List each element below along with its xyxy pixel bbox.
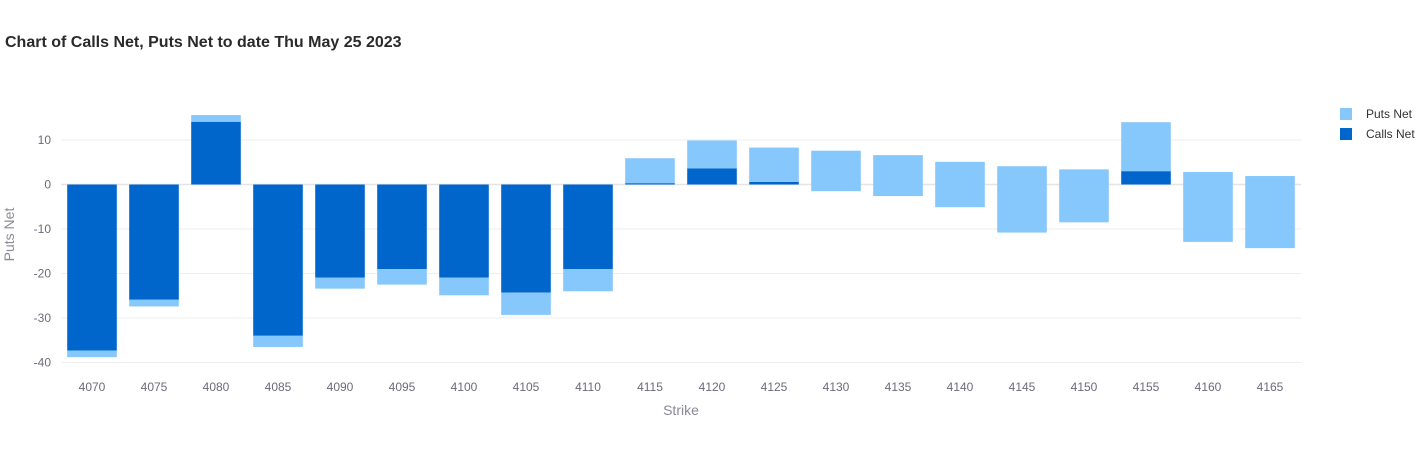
bar-puts-net[interactable]	[873, 184, 923, 197]
bars	[67, 115, 1295, 358]
bar-puts-net[interactable]	[439, 277, 489, 296]
x-tick-label: 4120	[699, 380, 726, 394]
y-axis-title: Puts Net	[1, 208, 17, 262]
bar-puts-net[interactable]	[67, 350, 117, 358]
x-tick-label: 4100	[451, 380, 478, 394]
legend-swatch	[1340, 108, 1352, 120]
bar-puts-net[interactable]	[1059, 169, 1109, 185]
x-tick-label: 4080	[203, 380, 230, 394]
y-tick-labels: 10 0 -10 -20 -30 -40	[34, 133, 52, 370]
bar-calls-net[interactable]	[1121, 171, 1171, 185]
bar-puts-net[interactable]	[315, 277, 365, 289]
bar-puts-net[interactable]	[1245, 176, 1295, 185]
bar-puts-net[interactable]	[1183, 184, 1233, 242]
x-axis-title: Strike	[663, 402, 699, 418]
bar-calls-net[interactable]	[377, 184, 427, 270]
legend-label: Puts Net	[1366, 107, 1413, 121]
x-tick-label: 4135	[885, 380, 912, 394]
y-tick-label: 10	[38, 133, 52, 147]
bar-puts-net[interactable]	[935, 161, 985, 185]
y-tick-label: -10	[34, 222, 52, 236]
bar-calls-net[interactable]	[67, 184, 117, 351]
x-tick-label: 4070	[79, 380, 106, 394]
x-tick-label: 4150	[1071, 380, 1098, 394]
bar-puts-net[interactable]	[873, 155, 923, 185]
bar-calls-net[interactable]	[191, 121, 241, 185]
x-tick-label: 4115	[637, 380, 663, 394]
x-tick-label: 4095	[389, 380, 416, 394]
y-tick-label: -30	[34, 311, 52, 325]
bar-puts-net[interactable]	[997, 184, 1047, 233]
x-tick-label: 4105	[513, 380, 540, 394]
bar-calls-net[interactable]	[315, 184, 365, 278]
x-tick-label: 4130	[823, 380, 850, 394]
bar-puts-net[interactable]	[1183, 172, 1233, 185]
x-tick-label: 4075	[141, 380, 168, 394]
bar-puts-net[interactable]	[129, 299, 179, 307]
bar-calls-net[interactable]	[253, 184, 303, 336]
y-tick-label: -40	[34, 356, 52, 370]
x-tick-label: 4155	[1133, 380, 1160, 394]
chart-title: Chart of Calls Net, Puts Net to date Thu…	[5, 34, 402, 51]
bar-calls-net[interactable]	[625, 183, 675, 185]
x-tick-label: 4085	[265, 380, 292, 394]
x-tick-label: 4140	[947, 380, 974, 394]
bar-puts-net[interactable]	[377, 269, 427, 285]
bar-puts-net[interactable]	[501, 292, 551, 315]
bar-puts-net[interactable]	[1059, 184, 1109, 223]
bar-puts-net[interactable]	[811, 184, 861, 192]
y-tick-label: -20	[34, 267, 52, 281]
bar-calls-net[interactable]	[563, 184, 613, 270]
bar-puts-net[interactable]	[749, 147, 799, 182]
bar-calls-net[interactable]	[749, 181, 799, 185]
legend-swatch	[1340, 128, 1352, 140]
bar-calls-net[interactable]	[501, 184, 551, 293]
x-tick-label: 4110	[575, 380, 601, 394]
bar-puts-net[interactable]	[687, 140, 737, 169]
gridlines	[61, 139, 1301, 363]
bar-puts-net[interactable]	[1121, 122, 1171, 172]
x-tick-label: 4125	[761, 380, 788, 394]
bar-calls-net[interactable]	[129, 184, 179, 300]
x-tick-label: 4090	[327, 380, 354, 394]
bar-puts-net[interactable]	[997, 166, 1047, 185]
legend: Puts Net Calls Net	[1340, 107, 1415, 141]
x-tick-label: 4160	[1195, 380, 1222, 394]
bar-puts-net[interactable]	[1245, 184, 1295, 249]
bar-puts-net[interactable]	[935, 184, 985, 208]
legend-label: Calls Net	[1366, 127, 1415, 141]
y-tick-label: 0	[44, 178, 51, 192]
x-tick-labels: 4070 4075 4080 4085 4090 4095 4100 4105 4110 4115…	[79, 380, 1284, 394]
bar-calls-net[interactable]	[687, 168, 737, 185]
x-tick-label: 4165	[1257, 380, 1284, 394]
bar-puts-net[interactable]	[253, 335, 303, 347]
bar-puts-net[interactable]	[625, 158, 675, 184]
bar-puts-net[interactable]	[811, 150, 861, 185]
bar-puts-net[interactable]	[563, 269, 613, 292]
x-tick-label: 4145	[1009, 380, 1036, 394]
bar-calls-net[interactable]	[439, 184, 489, 278]
bar-puts-net[interactable]	[191, 115, 241, 122]
